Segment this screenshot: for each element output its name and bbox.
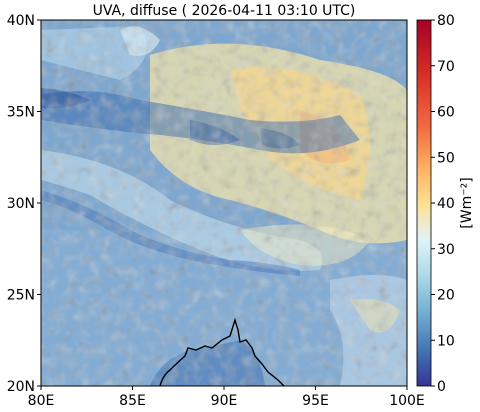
lon-tick-label: 90E	[211, 393, 238, 409]
colorbar-tick-label: 0	[437, 379, 446, 395]
map-title: UVA, diffuse ( 2026-04-11 03:10 UTC)	[92, 3, 356, 19]
lat-tick-label: 30N	[7, 196, 35, 212]
colorbar-label: [Wm⁻²]	[459, 177, 475, 228]
longitude-axis: 80E 85E 90E 95E 100E	[28, 386, 425, 409]
colorbar-tick-label: 50	[437, 150, 455, 166]
colorbar-tick-label: 60	[437, 105, 455, 121]
latitude-axis: 20N 25N 30N 35N 40N	[7, 13, 41, 395]
colorbar-tick-label: 40	[437, 196, 455, 212]
lat-tick-label: 40N	[7, 13, 35, 29]
coastline	[159, 317, 285, 387]
lon-tick-label: 100E	[389, 393, 425, 409]
colorbar-tick-label: 80	[437, 13, 455, 29]
colorbar-axis: 0 10 20 30 40 50 60 70 80	[431, 13, 455, 395]
colorbar-tick-label: 10	[437, 333, 455, 349]
lat-tick-label: 25N	[7, 288, 35, 304]
colorbar	[416, 19, 432, 387]
colorbar-tick-label: 70	[437, 59, 455, 75]
colorbar-tick-label: 20	[437, 288, 455, 304]
uva-field	[41, 20, 407, 386]
lat-tick-label: 35N	[7, 105, 35, 121]
lat-tick-label: 20N	[7, 379, 35, 395]
lon-tick-label: 80E	[28, 393, 55, 409]
lon-tick-label: 95E	[302, 393, 329, 409]
colorbar-tick-label: 30	[437, 242, 455, 258]
lon-tick-label: 85E	[119, 393, 146, 409]
